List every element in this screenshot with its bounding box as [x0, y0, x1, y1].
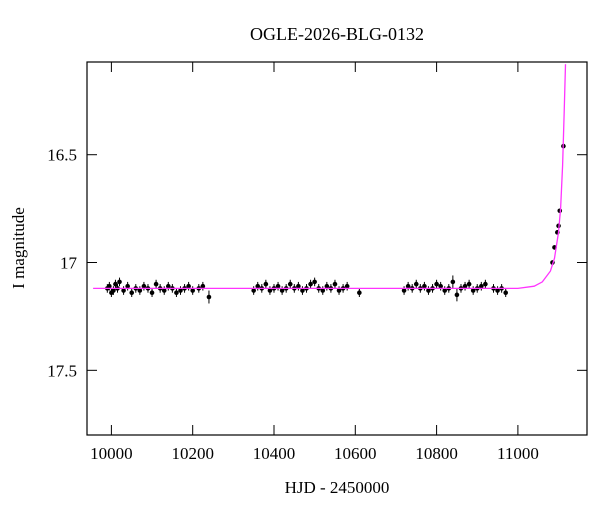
data-point: [200, 283, 206, 289]
data-point: [287, 281, 293, 287]
data-point: [324, 283, 330, 289]
data-point: [206, 294, 212, 300]
data-point: [174, 290, 179, 295]
data-point: [111, 288, 116, 293]
data-point: [308, 281, 313, 287]
data-point: [426, 288, 431, 293]
data-point: [450, 279, 456, 285]
data-point: [434, 281, 439, 287]
data-point: [344, 283, 350, 289]
data-point: [300, 288, 305, 293]
data-point: [312, 279, 317, 285]
chart-title: OGLE-2026-BLG-0132: [250, 24, 424, 44]
data-point: [251, 288, 256, 293]
data-point: [178, 288, 183, 293]
data-point: [332, 281, 338, 287]
data-point: [438, 283, 443, 289]
x-tick-label: 10400: [253, 444, 296, 463]
plot-frame: [86, 61, 588, 436]
data-point: [263, 281, 269, 287]
data-point: [413, 281, 419, 287]
data-point: [442, 288, 448, 293]
x-tick-label: 10200: [171, 444, 214, 463]
data-point: [454, 292, 460, 298]
data-point: [401, 288, 407, 293]
y-axis-label: I magnitude: [9, 207, 28, 289]
data-point: [141, 283, 147, 289]
data-point: [470, 288, 476, 293]
data-point: [190, 288, 195, 293]
y-tick-label: 16.5: [47, 146, 77, 165]
data-point: [479, 283, 484, 289]
x-axis-label: HJD - 2450000: [285, 478, 390, 497]
data-point: [161, 288, 167, 293]
x-tick-label: 10000: [90, 444, 133, 463]
data-point: [267, 288, 273, 293]
data-point: [336, 288, 342, 293]
data-point: [357, 290, 362, 295]
x-tick-label: 11000: [497, 444, 539, 463]
y-tick-label: 17.5: [47, 361, 77, 380]
data-point: [462, 283, 468, 289]
data-point: [117, 279, 122, 285]
y-tick-label: 17: [60, 254, 78, 273]
data-point: [495, 288, 500, 293]
data-point: [166, 283, 171, 289]
data-point: [422, 283, 427, 289]
data-point: [255, 283, 261, 289]
data-point: [279, 288, 285, 293]
data-point: [466, 281, 472, 287]
model-curve: [93, 64, 567, 290]
data-point: [296, 283, 301, 289]
data-point: [320, 288, 326, 293]
data-point: [186, 283, 191, 289]
x-tick-label: 10600: [334, 444, 377, 463]
data-point: [149, 290, 155, 295]
data-point: [483, 281, 488, 287]
data-point: [121, 288, 126, 293]
data-point: [153, 281, 159, 287]
data-point: [137, 288, 143, 293]
data-point: [275, 283, 281, 289]
data-point: [125, 283, 130, 289]
data-point: [113, 281, 118, 287]
x-tick-label: 10800: [415, 444, 458, 463]
data-point: [107, 283, 112, 289]
data-point: [129, 290, 135, 295]
data-point: [503, 290, 508, 295]
data-point: [405, 283, 411, 289]
